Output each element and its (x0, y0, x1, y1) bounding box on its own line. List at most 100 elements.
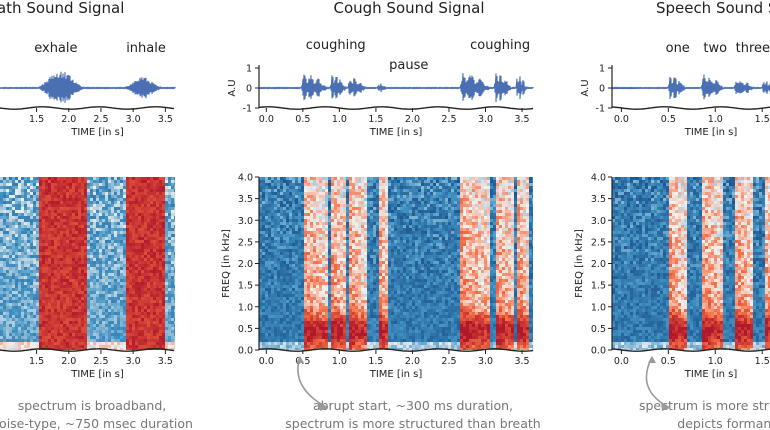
y-tick-label: 2.5 (238, 237, 253, 248)
y-tick-label: -1 (243, 104, 252, 115)
x-tick-label: 3.0 (478, 356, 493, 367)
panel-speech: Speech Sound Signalonetwothreefour10-1A.… (574, 0, 770, 430)
spectrogram-x-label: TIME [in s] (369, 369, 423, 380)
spectrogram-heatmap (0, 177, 175, 350)
annotation-label: coughing (470, 38, 530, 53)
y-tick-label: 1 (599, 64, 605, 75)
spectrogram-y-label: FREQ [in kHz] (574, 229, 585, 298)
y-tick-label: 4.0 (238, 173, 253, 184)
annotation-label: three (736, 41, 770, 56)
waveform-x-axis (611, 106, 770, 110)
annotation-label: two (703, 41, 727, 56)
waveform-x-label: TIME [in s] (684, 127, 738, 138)
y-tick-label: 1.0 (238, 302, 253, 313)
y-tick-label: 0.0 (238, 346, 253, 357)
waveform-x-axis (258, 106, 534, 110)
spectrogram-heatmap (612, 177, 770, 350)
waveform-x-axis (0, 106, 175, 110)
spectrogram-heatmap (259, 177, 533, 350)
x-tick-label: 2.0 (405, 356, 420, 367)
x-tick-label: 0.0 (614, 356, 629, 367)
x-tick-label: 1.5 (29, 356, 44, 367)
x-tick-label: 2.5 (93, 114, 108, 125)
spectrogram-x-label: TIME [in s] (684, 369, 738, 380)
y-tick-label: 0 (246, 84, 252, 95)
y-tick-label: 2.0 (591, 259, 606, 270)
x-tick-label: 0.0 (259, 356, 274, 367)
waveform-x-label: TIME [in s] (369, 127, 423, 138)
callout-arrow-tail (296, 356, 304, 363)
x-tick-label: 2.0 (405, 114, 420, 125)
x-tick-label: 0.0 (259, 114, 274, 125)
y-tick-label: 3.5 (591, 194, 606, 205)
y-tick-label: 1.5 (238, 281, 253, 292)
x-tick-label: 1.5 (368, 356, 383, 367)
y-tick-label: 1.0 (591, 302, 606, 313)
caption-line: depicts formants (677, 416, 770, 430)
x-tick-label: 3.0 (478, 114, 493, 125)
x-tick-label: 3.5 (514, 114, 529, 125)
y-tick-label: 4.0 (591, 173, 606, 184)
y-tick-label: 0.5 (238, 324, 253, 335)
spectrogram-y-label: FREQ [in kHz] (221, 229, 232, 298)
x-tick-label: 1.5 (755, 356, 770, 367)
x-tick-label: 0.5 (661, 356, 676, 367)
x-tick-label: 1.0 (332, 356, 347, 367)
chart-title: Speech Sound Signal (656, 0, 770, 17)
x-tick-label: 1.5 (368, 114, 383, 125)
x-tick-label: 3.5 (158, 114, 173, 125)
x-tick-label: 3.0 (126, 114, 141, 125)
waveform-y-label: A.U (227, 79, 238, 96)
x-tick-label: 2.5 (441, 114, 456, 125)
spectrogram-x-axis (258, 348, 534, 352)
waveform-y-label: A.U (580, 79, 591, 96)
caption-line: abrupt start, ~300 ms duration, (313, 398, 513, 413)
x-tick-label: 2.5 (441, 356, 456, 367)
x-tick-label: 3.0 (126, 356, 141, 367)
annotation-label: pause (389, 58, 428, 73)
caption-line: noise-type, ~750 msec duration (0, 416, 193, 430)
caption-line: spectrum is more structured, (639, 398, 770, 413)
y-tick-label: 0.5 (591, 324, 606, 335)
spectrogram-x-axis (0, 348, 175, 352)
annotation-label: exhale (34, 41, 77, 56)
y-tick-label: 3.0 (238, 216, 253, 227)
y-tick-label: 3.0 (591, 216, 606, 227)
annotation-label: inhale (126, 41, 166, 56)
callout-arrowhead (319, 402, 328, 411)
y-tick-label: 3.5 (238, 194, 253, 205)
callout-arrow-tail (648, 356, 656, 363)
x-tick-label: 1.5 (755, 114, 770, 125)
x-tick-label: 2.5 (93, 356, 108, 367)
x-tick-label: 3.5 (158, 356, 173, 367)
chart-title: Cough Sound Signal (333, 0, 484, 17)
spectrogram-x-axis (611, 348, 770, 352)
callout-arrowhead (661, 402, 670, 411)
panel-cough: Cough Sound Signal coughing pause coughing 1… (221, 0, 541, 430)
y-tick-label: 2.5 (591, 237, 606, 248)
x-tick-label: 0.0 (614, 114, 629, 125)
waveform-trace (611, 74, 770, 100)
spectrogram-x-label: TIME [in s] (70, 369, 124, 380)
x-tick-label: 1.0 (708, 114, 723, 125)
caption-line: spectrum is broadband, (18, 398, 167, 413)
annotation-label: coughing (306, 38, 366, 53)
waveform-trace (0, 71, 176, 103)
x-tick-label: 1.0 (332, 114, 347, 125)
panel-breath: Breath Sound Signal exhale inhale 1.5 2.0 2.5… (0, 0, 193, 430)
x-tick-label: 1.5 (29, 114, 44, 125)
x-tick-label: 1.0 (708, 356, 723, 367)
y-tick-label: 2.0 (238, 259, 253, 270)
chart-title: Breath Sound Signal (0, 0, 124, 17)
y-tick-label: 1 (246, 64, 252, 75)
x-tick-label: 2.0 (61, 356, 76, 367)
waveform-x-label: TIME [in s] (70, 127, 124, 138)
x-tick-label: 3.5 (514, 356, 529, 367)
y-tick-label: -1 (596, 104, 605, 115)
x-tick-label: 2.0 (61, 114, 76, 125)
y-tick-label: 0.0 (591, 346, 606, 357)
caption-line: spectrum is more structured than breath (285, 416, 540, 430)
annotation-label: one (666, 41, 690, 56)
y-tick-label: 1.5 (591, 281, 606, 292)
